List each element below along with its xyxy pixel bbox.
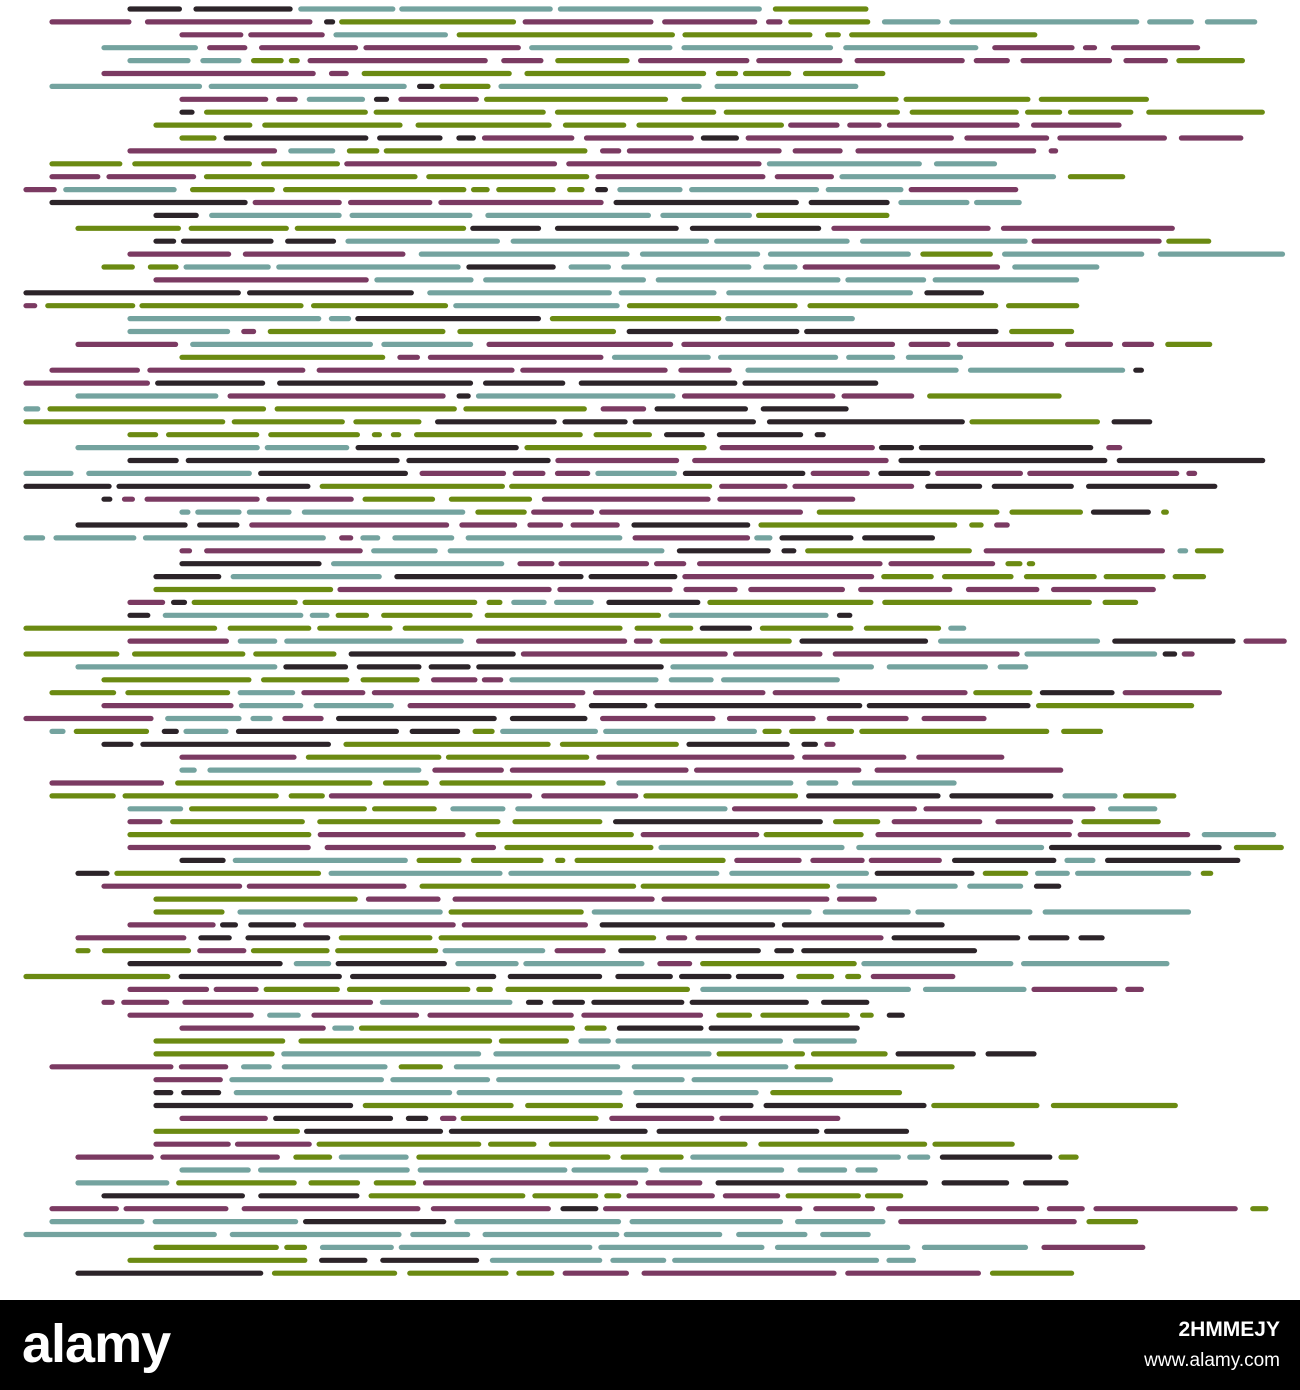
stock-logo: alamy [22,1314,171,1374]
dashed-lines-pattern [23,6,1287,1276]
stock-url: www.alamy.com [1144,1350,1280,1371]
image-id: 2HMMEJY [1178,1318,1280,1341]
pattern-canvas [23,6,1287,1276]
stock-info: 2HMMEJY www.alamy.com [1000,1314,1280,1378]
stock-footer-bar: alamy 2HMMEJY www.alamy.com [0,1300,1300,1390]
